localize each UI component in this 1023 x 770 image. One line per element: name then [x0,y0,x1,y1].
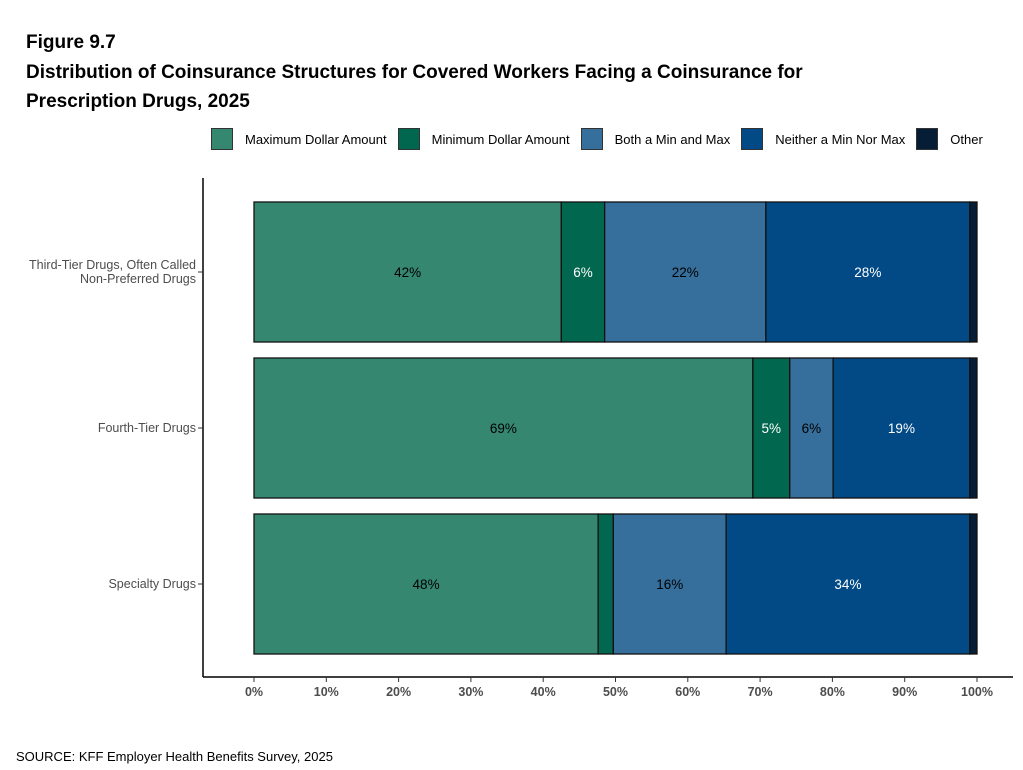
category-label: Fourth-Tier Drugs [98,421,196,435]
data-label: 19% [888,421,915,436]
legend-item: Both a Min and Max [580,128,731,150]
data-label: 28% [854,265,881,280]
bar-segment [969,357,978,499]
bar-segment [612,513,727,655]
x-tick-label: 50% [603,685,628,699]
legend-label: Minimum Dollar Amount [431,131,570,147]
legend-label: Other [950,131,983,147]
bar-segment [969,201,978,343]
data-label: 34% [834,577,861,592]
bar-segment [560,201,606,343]
legend-swatch [916,128,939,150]
legend-item: Other [916,128,983,150]
data-label: 16% [656,577,683,592]
bar-segment [253,513,599,655]
data-label: 69% [490,421,517,436]
x-tick-label: 30% [458,685,483,699]
bar-segment [725,513,971,655]
x-tick-label: 60% [675,685,700,699]
bar-segment [765,201,971,343]
bar-segment [597,513,614,655]
chart-title-line1: Distribution of Coinsurance Structures f… [26,62,803,83]
x-tick-label: 80% [820,685,845,699]
x-tick-label: 100% [961,685,993,699]
x-tick-label: 10% [314,685,339,699]
category-label: Third-Tier Drugs, Often Called [29,258,196,272]
data-label: 5% [762,421,782,436]
legend-item: Maximum Dollar Amount [211,128,387,150]
legend-label: Both a Min and Max [614,131,731,147]
bar-segment [604,201,767,343]
legend-swatch [741,128,764,150]
x-tick-label: 70% [748,685,773,699]
x-tick-label: 90% [892,685,917,699]
data-label: 48% [413,577,440,592]
data-label: 6% [802,421,822,436]
bar-segment [253,201,562,343]
data-label: 6% [573,265,593,280]
chart-title-line2: Prescription Drugs, 2025 [26,91,250,112]
data-label: 22% [672,265,699,280]
legend-label: Neither a Min Nor Max [775,131,906,147]
legend-item: Minimum Dollar Amount [397,128,570,150]
x-tick-label: 0% [245,685,263,699]
source-note: SOURCE: KFF Employer Health Benefits Sur… [16,749,333,764]
legend-swatch [397,128,420,150]
legend-item: Neither a Min Nor Max [741,128,905,150]
figure-number: Figure 9.7 [26,32,116,53]
category-label: Specialty Drugs [108,577,196,591]
legend: Maximum Dollar Amount Minimum Dollar Amou… [211,128,994,150]
data-label: 42% [394,265,421,280]
x-tick-label: 40% [531,685,556,699]
bar-segment [832,357,971,499]
legend-swatch [211,128,233,150]
bar-segment [969,513,978,655]
legend-swatch [580,128,603,150]
bar-segment [253,357,754,499]
category-label: Non-Preferred Drugs [80,272,196,286]
x-tick-label: 20% [386,685,411,699]
bar-segment [789,357,834,499]
legend-label: Maximum Dollar Amount [245,131,387,147]
bar-segment [752,357,791,499]
